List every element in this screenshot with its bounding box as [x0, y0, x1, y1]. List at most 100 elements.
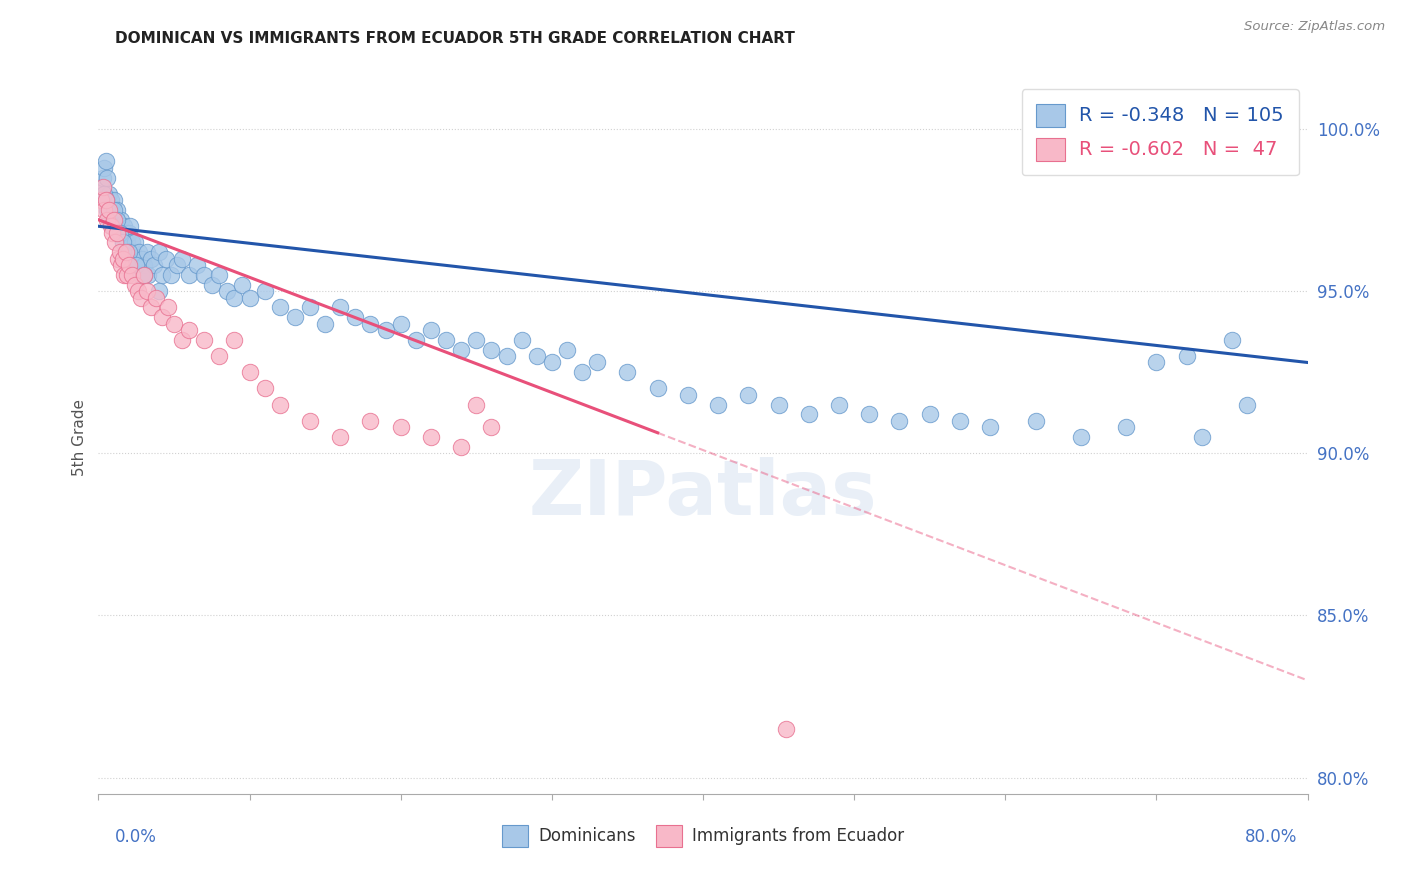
Point: [299, 301, 322, 315]
Point: [160, 268, 183, 282]
Point: [155, 252, 177, 266]
Point: [1191, 430, 1213, 444]
Point: [571, 365, 593, 379]
Text: 0.0%: 0.0%: [115, 828, 157, 846]
Point: [108, 245, 131, 260]
Point: [979, 420, 1001, 434]
Point: [129, 268, 152, 282]
Point: [114, 245, 136, 260]
Point: [98, 212, 121, 227]
Point: [145, 291, 167, 305]
Point: [132, 268, 155, 282]
Point: [465, 398, 488, 412]
Point: [616, 365, 638, 379]
Point: [98, 186, 121, 201]
Point: [132, 258, 155, 272]
Text: ZIPatlas: ZIPatlas: [529, 458, 877, 531]
Point: [141, 301, 163, 315]
Point: [108, 226, 131, 240]
Point: [107, 252, 129, 266]
Point: [127, 284, 149, 298]
Point: [150, 310, 173, 324]
Point: [179, 323, 201, 337]
Point: [103, 202, 125, 217]
Point: [510, 333, 533, 347]
Point: [132, 268, 155, 282]
Point: [526, 349, 548, 363]
Point: [481, 343, 503, 357]
Point: [231, 277, 253, 292]
Point: [1024, 414, 1046, 428]
Point: [1220, 333, 1243, 347]
Point: [344, 310, 367, 324]
Point: [111, 235, 134, 250]
Point: [405, 333, 427, 347]
Point: [215, 284, 238, 298]
Point: [112, 219, 135, 234]
Point: [135, 284, 157, 298]
Point: [949, 414, 972, 428]
Legend: Dominicans, Immigrants from Ecuador: Dominicans, Immigrants from Ecuador: [495, 819, 911, 854]
Point: [125, 252, 148, 266]
Point: [125, 258, 148, 272]
Point: [797, 408, 820, 422]
Point: [360, 317, 382, 331]
Point: [253, 284, 276, 298]
Point: [374, 323, 396, 337]
Point: [135, 245, 157, 260]
Point: [141, 252, 163, 266]
Point: [150, 268, 173, 282]
Point: [1070, 430, 1092, 444]
Text: 80.0%: 80.0%: [1246, 828, 1298, 846]
Point: [90, 180, 112, 194]
Point: [224, 291, 246, 305]
Point: [918, 408, 941, 422]
Point: [314, 317, 336, 331]
Point: [299, 414, 322, 428]
Point: [114, 226, 136, 240]
Point: [239, 291, 262, 305]
Point: [110, 258, 132, 272]
Point: [481, 420, 503, 434]
Point: [100, 219, 122, 234]
Point: [170, 333, 193, 347]
Point: [107, 219, 129, 234]
Point: [828, 398, 851, 412]
Point: [111, 235, 134, 250]
Point: [108, 226, 131, 240]
Point: [121, 235, 143, 250]
Point: [166, 258, 188, 272]
Point: [105, 212, 128, 227]
Point: [1175, 349, 1198, 363]
Point: [124, 277, 146, 292]
Point: [889, 414, 911, 428]
Point: [420, 430, 443, 444]
Point: [775, 722, 797, 736]
Point: [389, 317, 412, 331]
Point: [115, 235, 138, 250]
Point: [156, 301, 179, 315]
Point: [103, 212, 125, 227]
Point: [90, 194, 112, 208]
Point: [737, 388, 759, 402]
Point: [101, 219, 124, 234]
Point: [128, 245, 150, 260]
Text: DOMINICAN VS IMMIGRANTS FROM ECUADOR 5TH GRADE CORRELATION CHART: DOMINICAN VS IMMIGRANTS FROM ECUADOR 5TH…: [115, 31, 796, 46]
Point: [112, 268, 135, 282]
Point: [239, 365, 262, 379]
Point: [98, 202, 121, 217]
Point: [105, 202, 128, 217]
Point: [91, 180, 114, 194]
Point: [104, 212, 127, 227]
Point: [110, 212, 132, 227]
Point: [118, 258, 141, 272]
Point: [143, 258, 166, 272]
Point: [118, 226, 141, 240]
Point: [420, 323, 443, 337]
Point: [94, 154, 117, 169]
Point: [131, 252, 153, 266]
Point: [100, 194, 122, 208]
Point: [768, 398, 790, 412]
Point: [450, 343, 472, 357]
Point: [93, 186, 115, 201]
